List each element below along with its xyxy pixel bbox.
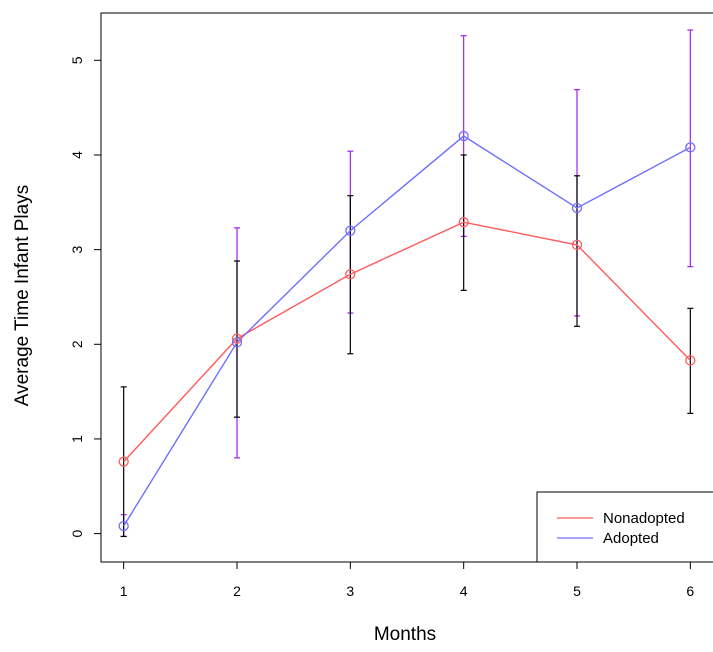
x-tick-label: 6 (686, 583, 694, 599)
data-point-nonadopted (458, 217, 469, 228)
legend: Nonadopted Adopted (536, 491, 713, 563)
plot-panel (100, 12, 713, 563)
data-point-adopted (118, 520, 129, 532)
series-points (118, 130, 696, 532)
x-tick-label: 5 (573, 583, 581, 599)
x-tick-label: 4 (460, 583, 468, 599)
x-tick-label: 2 (233, 583, 241, 599)
data-point-nonadopted (345, 269, 356, 280)
y-tick-label: 2 (69, 340, 85, 348)
data-point-nonadopted (231, 333, 243, 344)
y-tick-label: 0 (69, 530, 85, 538)
y-tick-label: 3 (69, 246, 85, 254)
series-lines (123, 135, 691, 527)
y-tick-label: 1 (69, 435, 85, 443)
y-axis-title: Average Time Infant Plays (12, 185, 33, 406)
data-point-adopted (231, 337, 243, 348)
x-tick-label: 3 (346, 583, 354, 599)
x-tick-label: 1 (120, 583, 128, 599)
legend-label-adopted: Adopted (603, 530, 659, 547)
data-point-nonadopted (118, 456, 129, 467)
data-point-adopted (685, 142, 696, 153)
y-tick-label: 5 (69, 56, 85, 64)
x-axis: 1 2 3 4 5 6 (120, 561, 694, 599)
legend-box (536, 491, 713, 563)
series-line-adopted (123, 135, 691, 527)
data-point-nonadopted (571, 239, 583, 251)
error-bars (120, 29, 694, 538)
data-point-adopted (571, 202, 583, 214)
y-tick-label: 4 (69, 151, 85, 159)
plot-box (100, 12, 713, 563)
data-point-adopted (458, 130, 469, 142)
x-axis-title: Months (374, 624, 436, 645)
data-point-adopted (345, 225, 356, 236)
legend-label-nonadopted: Nonadopted (603, 510, 685, 527)
y-axis: 0 1 2 3 4 5 (69, 56, 102, 538)
data-point-nonadopted (685, 355, 696, 366)
series-line-nonadopted (123, 221, 691, 463)
